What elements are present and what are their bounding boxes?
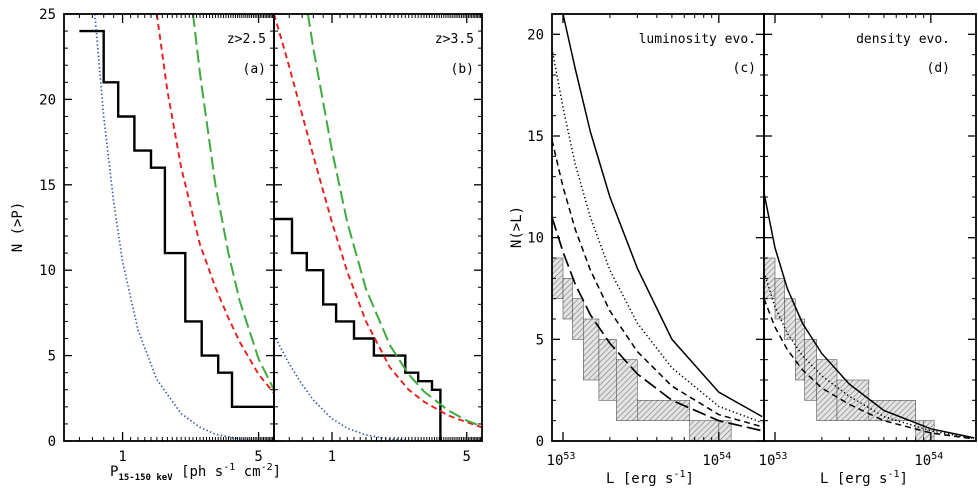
- series-line-d-0: [763, 192, 975, 439]
- uncertainty-band-d-1: [774, 278, 785, 320]
- panel-a-label: (a): [243, 62, 266, 77]
- panel-d: 1053 1054 density evo. (d): [759, 13, 977, 469]
- uncertainty-band-c-7: [689, 420, 720, 442]
- uncertainty-band-c-1: [562, 278, 573, 320]
- y-tick-label-c: 20: [527, 27, 544, 43]
- panel-b: 1 5 z>3.5 (b): [273, 13, 483, 465]
- x-tick-label-d: 1054: [914, 451, 943, 469]
- panel-c-title: luminosity evo.: [639, 32, 756, 47]
- panel-c-label: (c): [733, 61, 756, 76]
- panel-c: 0 5 10 15 20 1053 1054 luminosity evo. (c): [527, 13, 765, 469]
- y-tick-label-a: 5: [48, 349, 56, 365]
- series-line-b-2: [273, 13, 483, 429]
- y-tick-label-a: 15: [39, 178, 56, 194]
- x-tick-label-b: 5: [463, 449, 471, 465]
- panel-b-redshift-label: z>3.5: [435, 32, 474, 47]
- y-tick-label-c: 10: [527, 231, 544, 247]
- uncertainty-band-c-3: [583, 318, 600, 381]
- y-tick-label-a: 10: [39, 263, 56, 279]
- left-y-axis-label: N (>P): [10, 202, 26, 253]
- series-line-a-1: [93, 13, 259, 442]
- series-line-b-1: [273, 334, 425, 442]
- series-line-a-0: [79, 29, 274, 408]
- series-line-b-0: [274, 217, 442, 441]
- panel-d-title: density evo.: [856, 32, 950, 47]
- uncertainty-band-c-2: [572, 298, 584, 340]
- panel-a-frame: [63, 13, 275, 442]
- y-tick-label-a: 0: [48, 434, 56, 450]
- uncertainty-band-c-6: [637, 400, 690, 421]
- panel-d-frame: [763, 13, 977, 442]
- series-line-b-3: [306, 13, 483, 428]
- y-tick-label-c: 0: [536, 434, 544, 450]
- x-tick-label-b: 1: [328, 449, 336, 465]
- series-line-c-3: [551, 217, 763, 432]
- x-tick-label-c: 1053: [547, 451, 576, 469]
- panel-c-x-axis-label: L [erg s-1]: [606, 469, 694, 487]
- series-line-d-2: [763, 298, 975, 440]
- x-tick-label-c: 1054: [702, 451, 731, 469]
- panel-d-x-axis-label: L [erg s-1]: [820, 469, 908, 487]
- panel-a-redshift-label: z>2.5: [227, 32, 266, 47]
- y-tick-label-c: 5: [536, 332, 544, 348]
- panel-d-label: (d): [927, 61, 950, 76]
- series-line-a-2: [155, 13, 275, 394]
- series-line-c-0: [562, 13, 763, 418]
- x-tick-label-d: 1053: [759, 451, 788, 469]
- series-line-c-1: [551, 48, 763, 424]
- x-tick-label-a: 1: [118, 449, 126, 465]
- series-line-a-3: [192, 13, 275, 391]
- y-tick-label-a: 25: [39, 7, 56, 23]
- y-tick-label-a: 20: [39, 92, 56, 108]
- panel-b-frame: [273, 13, 483, 442]
- right-y-axis-label: N(>L): [509, 206, 525, 248]
- left-x-axis-label: P15-150 keV [ph s-1 cm-2]: [110, 462, 281, 483]
- uncertainty-band-c-5: [616, 359, 638, 421]
- y-tick-label-c: 15: [527, 129, 544, 145]
- panel-b-label: (b): [451, 62, 474, 77]
- series-line-c-2: [551, 139, 763, 428]
- x-tick-label-a: 5: [254, 449, 262, 465]
- uncertainty-band-d-4: [804, 339, 817, 401]
- uncertainty-band-d-7: [868, 400, 917, 421]
